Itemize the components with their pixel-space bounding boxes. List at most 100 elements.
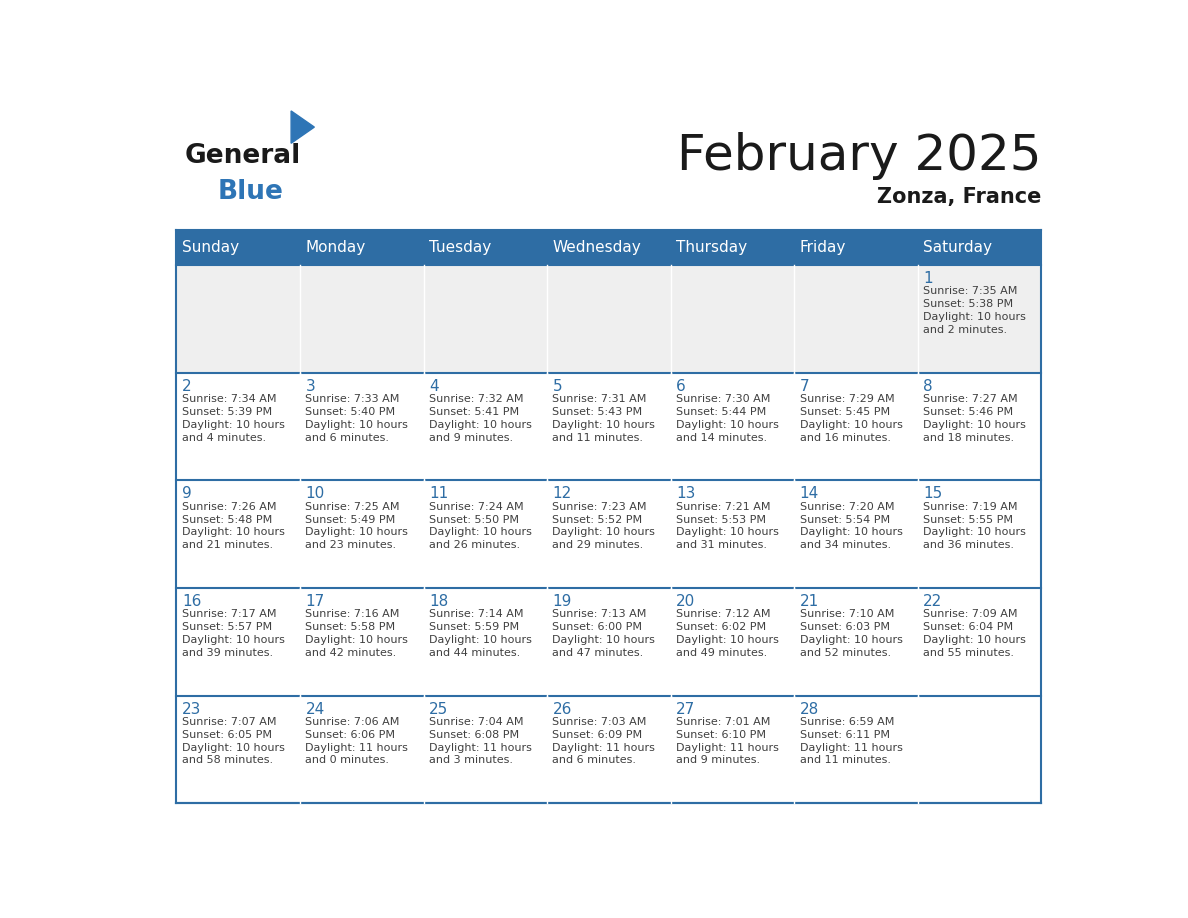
Text: Saturday: Saturday (923, 241, 992, 255)
Text: Tuesday: Tuesday (429, 241, 491, 255)
Bar (423, 696, 546, 803)
Bar (299, 265, 423, 373)
Text: Sunrise: 7:01 AM
Sunset: 6:10 PM
Daylight: 11 hours
and 9 minutes.: Sunrise: 7:01 AM Sunset: 6:10 PM Dayligh… (676, 717, 779, 766)
Bar (299, 696, 423, 803)
Bar (918, 265, 1042, 373)
Bar (176, 480, 299, 588)
Bar (176, 588, 299, 696)
Text: Sunrise: 7:35 AM
Sunset: 5:38 PM
Daylight: 10 hours
and 2 minutes.: Sunrise: 7:35 AM Sunset: 5:38 PM Dayligh… (923, 286, 1026, 335)
Text: 6: 6 (676, 379, 685, 394)
Text: Sunrise: 7:14 AM
Sunset: 5:59 PM
Daylight: 10 hours
and 44 minutes.: Sunrise: 7:14 AM Sunset: 5:59 PM Dayligh… (429, 610, 532, 658)
Bar (546, 480, 671, 588)
Text: 11: 11 (429, 487, 448, 501)
Text: Sunrise: 7:13 AM
Sunset: 6:00 PM
Daylight: 10 hours
and 47 minutes.: Sunrise: 7:13 AM Sunset: 6:00 PM Dayligh… (552, 610, 656, 658)
Bar (299, 230, 423, 265)
Text: 13: 13 (676, 487, 695, 501)
Text: Wednesday: Wednesday (552, 241, 642, 255)
Text: February 2025: February 2025 (677, 131, 1042, 180)
Text: 9: 9 (182, 487, 191, 501)
Text: Sunrise: 7:12 AM
Sunset: 6:02 PM
Daylight: 10 hours
and 49 minutes.: Sunrise: 7:12 AM Sunset: 6:02 PM Dayligh… (676, 610, 779, 658)
Text: Zonza, France: Zonza, France (877, 187, 1042, 207)
Bar (795, 696, 918, 803)
Bar (176, 373, 299, 480)
Text: 24: 24 (305, 701, 324, 717)
Bar (671, 265, 795, 373)
Text: 26: 26 (552, 701, 571, 717)
Text: Sunrise: 7:16 AM
Sunset: 5:58 PM
Daylight: 10 hours
and 42 minutes.: Sunrise: 7:16 AM Sunset: 5:58 PM Dayligh… (305, 610, 409, 658)
Text: Sunrise: 7:21 AM
Sunset: 5:53 PM
Daylight: 10 hours
and 31 minutes.: Sunrise: 7:21 AM Sunset: 5:53 PM Dayligh… (676, 502, 779, 550)
Text: Sunrise: 7:04 AM
Sunset: 6:08 PM
Daylight: 11 hours
and 3 minutes.: Sunrise: 7:04 AM Sunset: 6:08 PM Dayligh… (429, 717, 532, 766)
Text: Sunrise: 7:25 AM
Sunset: 5:49 PM
Daylight: 10 hours
and 23 minutes.: Sunrise: 7:25 AM Sunset: 5:49 PM Dayligh… (305, 502, 409, 550)
Bar (671, 480, 795, 588)
Text: 10: 10 (305, 487, 324, 501)
Bar (299, 373, 423, 480)
Bar (918, 480, 1042, 588)
Text: General: General (184, 143, 301, 169)
Text: 22: 22 (923, 594, 942, 609)
Text: 7: 7 (800, 379, 809, 394)
Bar (176, 230, 299, 265)
Bar (423, 588, 546, 696)
Bar (918, 696, 1042, 803)
Text: Sunrise: 7:07 AM
Sunset: 6:05 PM
Daylight: 10 hours
and 58 minutes.: Sunrise: 7:07 AM Sunset: 6:05 PM Dayligh… (182, 717, 285, 766)
Text: Sunrise: 7:09 AM
Sunset: 6:04 PM
Daylight: 10 hours
and 55 minutes.: Sunrise: 7:09 AM Sunset: 6:04 PM Dayligh… (923, 610, 1026, 658)
Text: 1: 1 (923, 271, 933, 286)
Bar (795, 588, 918, 696)
Text: 5: 5 (552, 379, 562, 394)
Text: 19: 19 (552, 594, 571, 609)
Text: 4: 4 (429, 379, 438, 394)
Text: 15: 15 (923, 487, 942, 501)
Text: Friday: Friday (800, 241, 846, 255)
Polygon shape (291, 111, 315, 143)
Text: 8: 8 (923, 379, 933, 394)
Bar (423, 265, 546, 373)
Text: 3: 3 (305, 379, 315, 394)
Text: Sunrise: 7:06 AM
Sunset: 6:06 PM
Daylight: 11 hours
and 0 minutes.: Sunrise: 7:06 AM Sunset: 6:06 PM Dayligh… (305, 717, 409, 766)
Bar (795, 373, 918, 480)
Text: 17: 17 (305, 594, 324, 609)
Text: 2: 2 (182, 379, 191, 394)
Bar (423, 373, 546, 480)
Bar (546, 373, 671, 480)
Bar (299, 480, 423, 588)
Text: 20: 20 (676, 594, 695, 609)
Text: Sunrise: 7:33 AM
Sunset: 5:40 PM
Daylight: 10 hours
and 6 minutes.: Sunrise: 7:33 AM Sunset: 5:40 PM Dayligh… (305, 394, 409, 442)
Bar (546, 230, 671, 265)
Bar (918, 373, 1042, 480)
Text: Sunrise: 7:23 AM
Sunset: 5:52 PM
Daylight: 10 hours
and 29 minutes.: Sunrise: 7:23 AM Sunset: 5:52 PM Dayligh… (552, 502, 656, 550)
Text: 25: 25 (429, 701, 448, 717)
Bar (299, 588, 423, 696)
Bar (176, 696, 299, 803)
Text: Sunrise: 7:34 AM
Sunset: 5:39 PM
Daylight: 10 hours
and 4 minutes.: Sunrise: 7:34 AM Sunset: 5:39 PM Dayligh… (182, 394, 285, 442)
Text: Sunrise: 7:19 AM
Sunset: 5:55 PM
Daylight: 10 hours
and 36 minutes.: Sunrise: 7:19 AM Sunset: 5:55 PM Dayligh… (923, 502, 1026, 550)
Bar (671, 696, 795, 803)
Bar (671, 373, 795, 480)
Text: Sunrise: 7:03 AM
Sunset: 6:09 PM
Daylight: 11 hours
and 6 minutes.: Sunrise: 7:03 AM Sunset: 6:09 PM Dayligh… (552, 717, 656, 766)
Text: Thursday: Thursday (676, 241, 747, 255)
Bar (423, 230, 546, 265)
Bar (795, 265, 918, 373)
Bar (918, 588, 1042, 696)
Bar (546, 588, 671, 696)
Bar (918, 230, 1042, 265)
Text: Monday: Monday (305, 241, 366, 255)
Bar (671, 588, 795, 696)
Bar (795, 230, 918, 265)
Text: 23: 23 (182, 701, 201, 717)
Text: Sunrise: 7:24 AM
Sunset: 5:50 PM
Daylight: 10 hours
and 26 minutes.: Sunrise: 7:24 AM Sunset: 5:50 PM Dayligh… (429, 502, 532, 550)
Text: Sunrise: 7:20 AM
Sunset: 5:54 PM
Daylight: 10 hours
and 34 minutes.: Sunrise: 7:20 AM Sunset: 5:54 PM Dayligh… (800, 502, 903, 550)
Text: Sunrise: 7:29 AM
Sunset: 5:45 PM
Daylight: 10 hours
and 16 minutes.: Sunrise: 7:29 AM Sunset: 5:45 PM Dayligh… (800, 394, 903, 442)
Text: Sunrise: 7:27 AM
Sunset: 5:46 PM
Daylight: 10 hours
and 18 minutes.: Sunrise: 7:27 AM Sunset: 5:46 PM Dayligh… (923, 394, 1026, 442)
Text: 27: 27 (676, 701, 695, 717)
Text: Sunrise: 7:31 AM
Sunset: 5:43 PM
Daylight: 10 hours
and 11 minutes.: Sunrise: 7:31 AM Sunset: 5:43 PM Dayligh… (552, 394, 656, 442)
Text: Sunrise: 7:32 AM
Sunset: 5:41 PM
Daylight: 10 hours
and 9 minutes.: Sunrise: 7:32 AM Sunset: 5:41 PM Dayligh… (429, 394, 532, 442)
Text: 18: 18 (429, 594, 448, 609)
Text: Sunday: Sunday (182, 241, 239, 255)
Text: Sunrise: 7:10 AM
Sunset: 6:03 PM
Daylight: 10 hours
and 52 minutes.: Sunrise: 7:10 AM Sunset: 6:03 PM Dayligh… (800, 610, 903, 658)
Bar (795, 480, 918, 588)
Text: 16: 16 (182, 594, 201, 609)
Text: 14: 14 (800, 487, 819, 501)
Text: Sunrise: 7:30 AM
Sunset: 5:44 PM
Daylight: 10 hours
and 14 minutes.: Sunrise: 7:30 AM Sunset: 5:44 PM Dayligh… (676, 394, 779, 442)
Bar (671, 230, 795, 265)
Bar (423, 480, 546, 588)
